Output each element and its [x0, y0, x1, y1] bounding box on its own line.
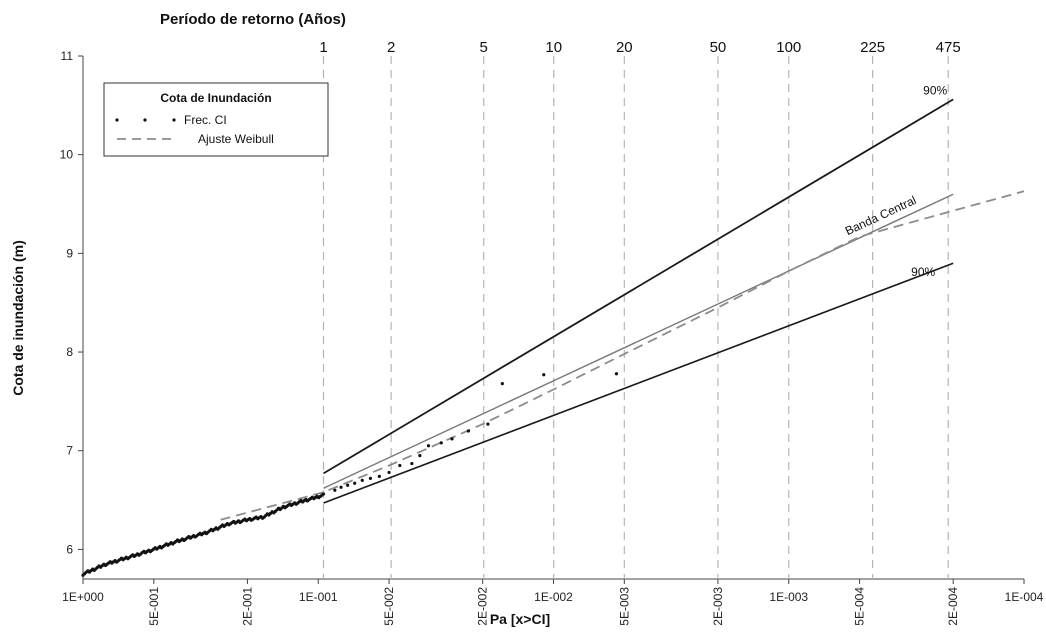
confidence-line: [323, 262, 954, 504]
x-tick-label: 5E-001: [147, 587, 161, 626]
x-axis-title: Pa [x>CI]: [490, 611, 550, 627]
observed-point: [398, 463, 402, 468]
legend-label-weibull: Ajuste Weibull: [198, 132, 274, 146]
observed-point: [418, 454, 422, 458]
y-tick-label: 6: [66, 542, 73, 556]
return-period-title: Período de retorno (Años): [160, 11, 346, 28]
return-period-label: 50: [710, 39, 727, 56]
weibull-fit-line: [220, 190, 1025, 521]
y-tick-label: 9: [66, 246, 73, 260]
upper-90-label: 90%: [923, 83, 947, 97]
x-tick-label: 1E-003: [769, 590, 808, 604]
observed-point: [377, 474, 381, 478]
x-tick-label: 1E-002: [534, 590, 573, 604]
observed-point: [410, 461, 414, 466]
y-tick-label: 11: [61, 49, 74, 63]
legend-dot: [172, 118, 176, 122]
legend-label-frec: Frec. CI: [184, 113, 227, 127]
observed-point: [542, 373, 546, 377]
x-tick-label: 5E-004: [853, 587, 867, 626]
confidence-line: [323, 98, 954, 475]
ticks-layer: 1 2 5 10 20 50 100 225 475 6 7 8 9 10 11 1E+000 5E-001 2E…: [60, 39, 1044, 626]
observed-point: [466, 429, 471, 433]
return-period-label: 475: [936, 39, 961, 56]
observed-point: [346, 483, 350, 487]
observed-point: [500, 382, 504, 386]
confidence-line: [323, 193, 954, 489]
observed-point: [353, 481, 357, 485]
return-period-label: 2: [387, 39, 395, 56]
y-axis-title: Cota de inundación (m): [10, 240, 26, 396]
observed-point: [339, 485, 343, 489]
legend-dot: [115, 118, 119, 122]
return-period-label: 20: [616, 39, 633, 56]
legend-dot: [143, 118, 147, 122]
return-period-label: 5: [480, 39, 488, 56]
observed-point: [426, 444, 431, 448]
x-tick-label: 5E-002: [382, 587, 396, 626]
observed-point: [387, 470, 391, 475]
y-tick-label: 7: [66, 444, 73, 458]
x-tick-label: 1E-004: [1005, 590, 1044, 604]
x-tick-label: 5E-003: [617, 587, 631, 626]
observed-point: [333, 488, 337, 492]
observed-point: [450, 437, 454, 441]
return-period-label: 10: [545, 39, 562, 56]
observed-point: [360, 478, 364, 482]
lower-90-label: 90%: [911, 265, 935, 279]
observed-point: [486, 422, 490, 426]
x-tick-label: 1E-001: [299, 590, 338, 604]
observed-point: [368, 476, 373, 480]
legend: Cota de Inundación Frec. CI Ajuste Weibu…: [103, 82, 329, 157]
observed-point: [321, 492, 326, 496]
x-tick-label: 1E+000: [62, 590, 104, 604]
x-tick-label: 2E-003: [711, 587, 725, 626]
y-tick-label: 8: [66, 345, 73, 359]
series-layer: [220, 98, 1025, 521]
x-tick-label: 2E-001: [240, 587, 254, 626]
observed-point: [439, 441, 443, 445]
grid-layer: [322, 56, 949, 579]
legend-title: Cota de Inundación: [160, 91, 271, 105]
x-tick-label: 2E-004: [946, 587, 960, 626]
points-layer: [81, 372, 619, 577]
return-period-label: 1: [319, 39, 327, 56]
return-period-label: 100: [776, 39, 801, 56]
observed-point: [614, 372, 619, 376]
legend-box: [103, 82, 329, 157]
x-tick-label: 2E-002: [476, 587, 490, 626]
return-period-label: 225: [860, 39, 885, 56]
y-tick-label: 10: [60, 148, 74, 162]
